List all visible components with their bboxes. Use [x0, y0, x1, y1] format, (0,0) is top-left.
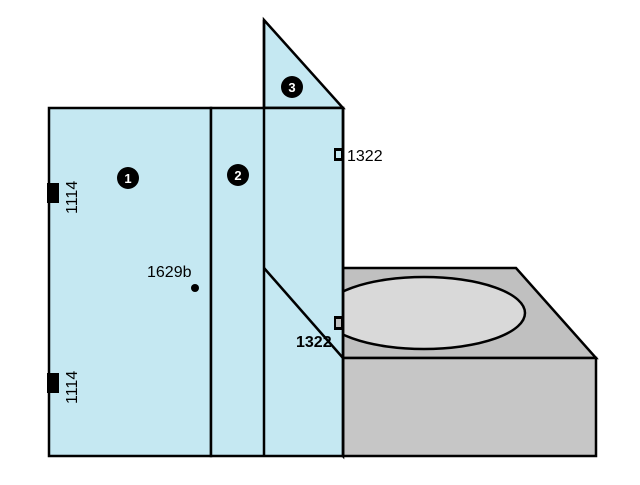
panel-3-base-edge — [263, 267, 344, 359]
tub-basin — [321, 275, 527, 351]
hinge-bottom — [47, 373, 59, 393]
clip-upper-inner — [336, 151, 341, 158]
clip-lower-inner — [336, 319, 341, 327]
knob-label: 1629b — [147, 264, 192, 281]
hinge-bottom-label: 1114 — [64, 371, 81, 404]
glass-panel-1 — [47, 106, 213, 458]
panel-number-1: 1 — [117, 167, 139, 189]
tub-front-face — [341, 356, 598, 458]
front-glass — [47, 106, 345, 458]
hinge-top — [47, 183, 59, 203]
clip-lower-label: 1322 — [296, 334, 332, 351]
panel-number-3-text: 3 — [288, 80, 295, 95]
panel-number-1-text: 1 — [124, 171, 131, 186]
panel-3-triangle — [262, 16, 346, 110]
panel-number-2: 2 — [227, 164, 249, 186]
hinge-top-label: 1114 — [64, 181, 81, 214]
knob — [191, 284, 199, 292]
clip-upper-label: 1322 — [347, 148, 383, 165]
panel-number-2-text: 2 — [234, 168, 241, 183]
panel-number-3: 3 — [281, 76, 303, 98]
